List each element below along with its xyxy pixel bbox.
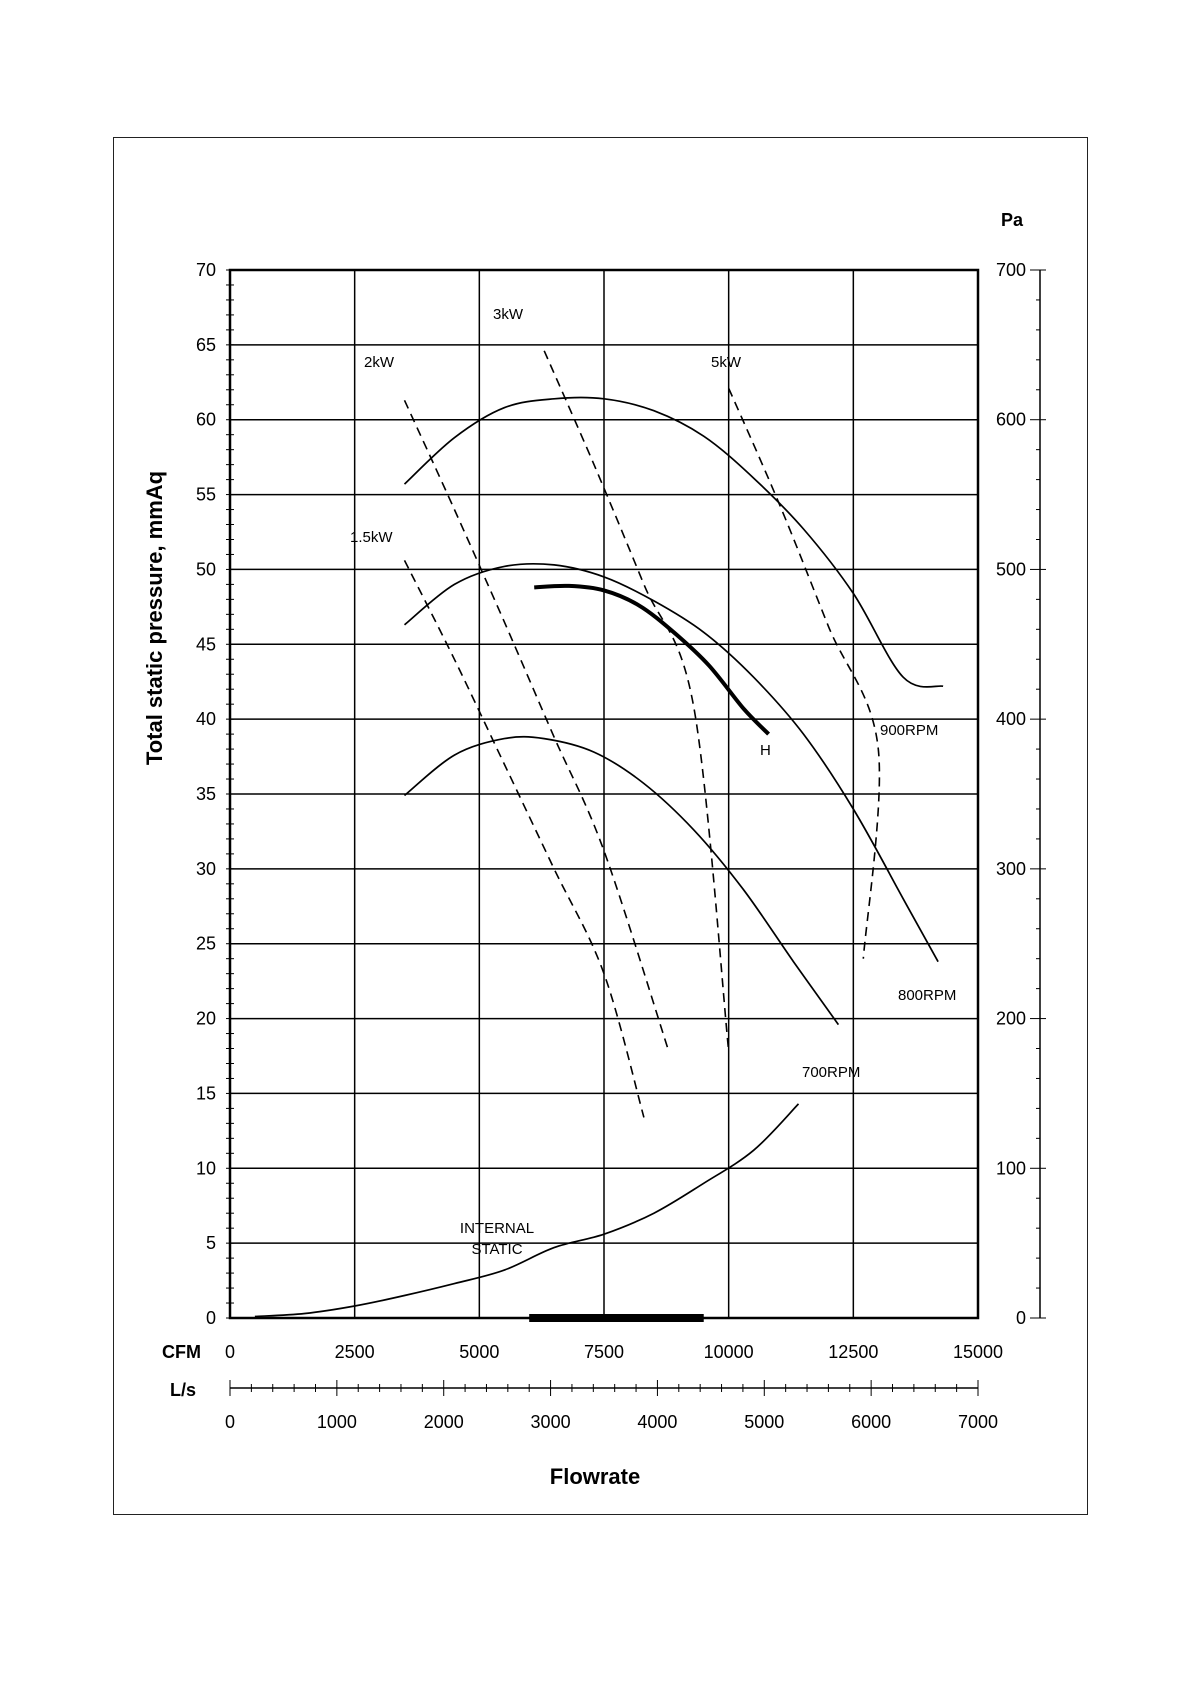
ls-axis-label: L/s [170, 1380, 196, 1400]
chart-frame [113, 137, 1088, 1515]
y-tick-label: 65 [196, 335, 216, 355]
label-internal-static-2: STATIC [471, 1241, 522, 1258]
label-800rpm: 800RPM [898, 987, 956, 1004]
y-axis-title: Total static pressure, mmAq [142, 471, 167, 765]
series-3kw [543, 350, 730, 1052]
y-tick-label: 55 [196, 485, 216, 505]
ls-tick-label: 0 [225, 1412, 235, 1432]
cfm-axis-label: CFM [162, 1342, 201, 1362]
y-tick-label: 70 [196, 260, 216, 280]
x-axis-title: Flowrate [550, 1464, 640, 1489]
cfm-tick-label: 0 [225, 1342, 235, 1362]
right-tick-label: 0 [1016, 1308, 1026, 1328]
right-tick-label: 100 [996, 1158, 1026, 1178]
cfm-tick-label: 15000 [953, 1342, 1003, 1362]
series-h [534, 583, 771, 736]
label-h: H [760, 742, 771, 759]
y-tick-label: 5 [206, 1233, 216, 1253]
y-tick-label: 30 [196, 859, 216, 879]
series-2kw [403, 399, 670, 1052]
ls-tick-label: 2000 [424, 1412, 464, 1432]
cfm-tick-label: 12500 [828, 1342, 878, 1362]
curves [254, 350, 944, 1318]
y-tick-label: 0 [206, 1308, 216, 1328]
y-tick-label: 45 [196, 634, 216, 654]
ls-tick-label: 7000 [958, 1412, 998, 1432]
label-900rpm: 900RPM [880, 722, 938, 739]
series-800rpm [403, 562, 939, 963]
operating-range-bar [529, 1314, 704, 1322]
y-tick-label: 50 [196, 559, 216, 579]
right-tick-label: 300 [996, 859, 1026, 879]
label-700rpm: 700RPM [802, 1064, 860, 1081]
y-tick-label: 20 [196, 1009, 216, 1029]
y-tick-label: 60 [196, 410, 216, 430]
series-900rpm [403, 396, 944, 688]
cfm-tick-label: 7500 [584, 1342, 624, 1362]
series-700rpm [403, 735, 840, 1026]
cfm-tick-label: 5000 [459, 1342, 499, 1362]
label-internal-static-1: INTERNAL [460, 1220, 534, 1237]
right-tick-label: 600 [996, 410, 1026, 430]
right-axis-unit: Pa [1001, 210, 1024, 230]
label-3kw: 3kW [493, 306, 524, 323]
label-1-5kw: 1.5kW [350, 529, 393, 546]
right-tick-label: 400 [996, 709, 1026, 729]
y-tick-label: 15 [196, 1083, 216, 1103]
grid [228, 268, 980, 1320]
y-tick-label: 40 [196, 709, 216, 729]
ls-tick-label: 1000 [317, 1412, 357, 1432]
right-tick-label: 200 [996, 1009, 1026, 1029]
ls-tick-label: 6000 [851, 1412, 891, 1432]
cfm-tick-label: 10000 [704, 1342, 754, 1362]
cfm-tick-label: 2500 [335, 1342, 375, 1362]
label-2kw: 2kW [364, 354, 395, 371]
series-internal-static [254, 1103, 800, 1318]
series-5kw [727, 387, 881, 959]
y-tick-label: 25 [196, 934, 216, 954]
right-tick-label: 700 [996, 260, 1026, 280]
ls-tick-label: 3000 [531, 1412, 571, 1432]
right-tick-label: 500 [996, 559, 1026, 579]
y-tick-label: 35 [196, 784, 216, 804]
y-tick-label: 10 [196, 1158, 216, 1178]
label-5kw: 5kW [711, 354, 742, 371]
ls-tick-label: 5000 [744, 1412, 784, 1432]
ls-tick-label: 4000 [637, 1412, 677, 1432]
